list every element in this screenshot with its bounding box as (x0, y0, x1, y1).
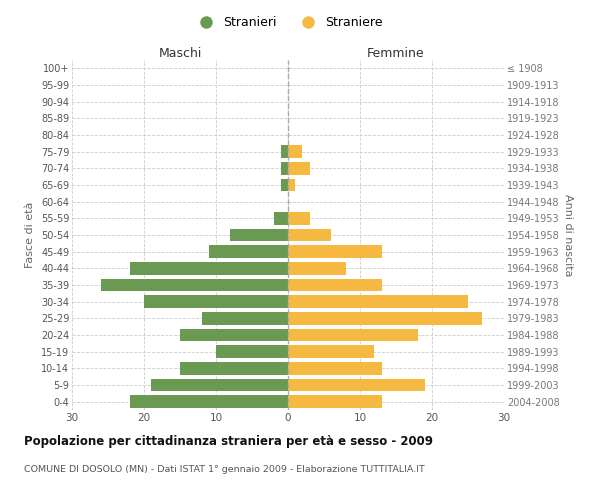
Bar (216, 346, 288, 358)
Bar (288, 212, 310, 224)
Bar (288, 179, 295, 191)
Bar (130, 396, 288, 408)
Bar (288, 162, 310, 174)
Bar (130, 262, 288, 274)
Text: Maschi: Maschi (158, 47, 202, 60)
Bar (281, 146, 288, 158)
Bar (288, 312, 482, 324)
Bar (288, 329, 418, 341)
Bar (288, 296, 468, 308)
Bar (230, 229, 288, 241)
Text: Femmine: Femmine (367, 47, 425, 60)
Bar (288, 146, 302, 158)
Bar (288, 396, 382, 408)
Legend: Stranieri, Straniere: Stranieri, Straniere (188, 11, 388, 34)
Y-axis label: Fasce di età: Fasce di età (25, 202, 35, 268)
Bar (288, 362, 382, 374)
Bar (144, 296, 288, 308)
Text: COMUNE DI DOSOLO (MN) - Dati ISTAT 1° gennaio 2009 - Elaborazione TUTTITALIA.IT: COMUNE DI DOSOLO (MN) - Dati ISTAT 1° ge… (24, 465, 425, 474)
Bar (288, 379, 425, 391)
Bar (101, 279, 288, 291)
Bar (288, 229, 331, 241)
Y-axis label: Anni di nascita: Anni di nascita (563, 194, 574, 276)
Bar (288, 346, 374, 358)
Bar (209, 246, 288, 258)
Bar (202, 312, 288, 324)
Bar (288, 246, 382, 258)
Bar (180, 329, 288, 341)
Bar (281, 179, 288, 191)
Text: Popolazione per cittadinanza straniera per età e sesso - 2009: Popolazione per cittadinanza straniera p… (24, 435, 433, 448)
Bar (180, 362, 288, 374)
Bar (281, 162, 288, 174)
Bar (288, 262, 346, 274)
Bar (288, 279, 382, 291)
Bar (151, 379, 288, 391)
Bar (274, 212, 288, 224)
